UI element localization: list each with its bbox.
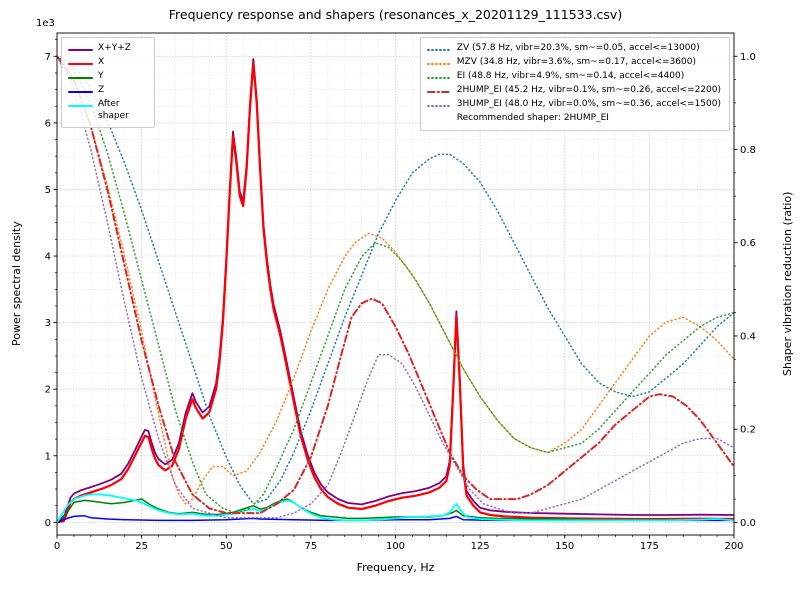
- legend-label: EI (48.8 Hz, vibr=4.9%, sm~=0.14, accel<…: [456, 71, 685, 81]
- legend-psd: X+Y+Z X Y Z After shaper: [61, 37, 155, 129]
- legend-shapers: ZV (57.8 Hz, vibr=20.3%, sm~=0.05, accel…: [419, 37, 730, 131]
- legend-line-sample: [68, 77, 93, 79]
- legend-entry-psd_after_shaper: After shaper: [68, 99, 146, 122]
- x-tick-label: 100: [386, 541, 405, 552]
- x-tick-label: 50: [220, 541, 233, 552]
- y-left-tick-label: 4: [45, 252, 51, 263]
- chart-title: Frequency response and shapers (resonanc…: [168, 7, 623, 22]
- y-right-tick-label: 0.0: [740, 518, 756, 529]
- legend-line-sample: [68, 91, 93, 93]
- x-tick-label: 125: [471, 541, 490, 552]
- legend-line-sample: [68, 49, 93, 51]
- legend-label: Y: [98, 71, 104, 81]
- x-tick-label: 150: [555, 541, 574, 552]
- right-axis-label: Shaper vibration reduction (ratio): [781, 191, 794, 377]
- y-right-tick-label: 0.8: [740, 145, 756, 156]
- y-right-tick-label: 0.4: [740, 331, 756, 342]
- y-left-tick-label: 0: [45, 518, 51, 529]
- y-left-tick-label: 1: [45, 451, 51, 462]
- series-psd_z: [57, 514, 734, 524]
- recommended-shaper-text: Recommended shaper: 2HUMP_EI: [456, 113, 609, 123]
- y-left-tick-label: 3: [45, 318, 51, 329]
- x-tick-label: 25: [135, 541, 148, 552]
- axis-offset-text: 1e3: [36, 18, 55, 29]
- legend-entry-psd_x: X: [68, 57, 146, 70]
- y-right-tick-label: 1.0: [740, 52, 756, 63]
- legend-line-sample: [68, 105, 93, 107]
- legend-entry-psd_z: Z: [68, 85, 146, 98]
- y-right-tick-label: 0.6: [740, 238, 756, 249]
- legend-label: ZV (57.8 Hz, vibr=20.3%, sm~=0.05, accel…: [456, 43, 700, 53]
- legend-line-sample: [426, 77, 452, 79]
- legend-line-sample: [426, 91, 452, 93]
- legend-footer: Recommended shaper: 2HUMP_EI: [427, 113, 721, 125]
- y-left-tick-label: 7: [45, 52, 51, 63]
- y-right-tick-label: 0.2: [740, 425, 756, 436]
- x-tick-label: 200: [724, 541, 743, 552]
- x-axis-label: Frequency, Hz: [356, 561, 435, 574]
- y-left-tick-label: 6: [45, 118, 51, 129]
- legend-line-sample: [426, 49, 452, 51]
- series-2HUMP_EI: [57, 55, 734, 515]
- legend-label: X: [98, 57, 105, 67]
- legend-entry-ZV: ZV (57.8 Hz, vibr=20.3%, sm~=0.05, accel…: [426, 43, 721, 56]
- legend-label: 2HUMP_EI (45.2 Hz, vibr=0.1%, sm~=0.26, …: [456, 85, 721, 95]
- legend-label: Z: [98, 85, 105, 95]
- legend-line-sample: [426, 105, 452, 107]
- legend-line-sample: [426, 63, 452, 65]
- left-axis-label: Power spectral density: [10, 221, 23, 347]
- series-3HUMP_EI: [57, 55, 734, 519]
- legend-entry-EI: EI (48.8 Hz, vibr=4.9%, sm~=0.14, accel<…: [426, 71, 721, 84]
- legend-entry-2HUMP_EI: 2HUMP_EI (45.2 Hz, vibr=0.1%, sm~=0.26, …: [426, 85, 721, 98]
- legend-label: MZV (34.8 Hz, vibr=3.6%, sm~=0.17, accel…: [456, 57, 696, 67]
- legend-entry-MZV: MZV (34.8 Hz, vibr=3.6%, sm~=0.17, accel…: [426, 57, 721, 70]
- series-ZV: [57, 55, 734, 505]
- y-left-tick-label: 2: [45, 385, 51, 396]
- legend-label: X+Y+Z: [98, 43, 131, 53]
- legend-label: After shaper: [98, 99, 129, 121]
- x-tick-label: 0: [54, 541, 60, 552]
- legend-line-sample: [68, 63, 93, 65]
- series-psd_x: [57, 61, 734, 524]
- x-tick-label: 175: [640, 541, 659, 552]
- legend-entry-3HUMP_EI: 3HUMP_EI (48.0 Hz, vibr=0.0%, sm~=0.36, …: [426, 99, 721, 112]
- legend-entry-psd_y: Y: [68, 71, 146, 84]
- legend-entry-psd_xyz: X+Y+Z: [68, 43, 146, 56]
- series-psd_after_shaper: [57, 493, 734, 524]
- y-left-tick-label: 5: [45, 185, 51, 196]
- x-tick-label: 75: [305, 541, 318, 552]
- legend-label: 3HUMP_EI (48.0 Hz, vibr=0.0%, sm~=0.36, …: [456, 99, 721, 109]
- series-EI: [57, 55, 734, 514]
- series-MZV: [57, 55, 734, 505]
